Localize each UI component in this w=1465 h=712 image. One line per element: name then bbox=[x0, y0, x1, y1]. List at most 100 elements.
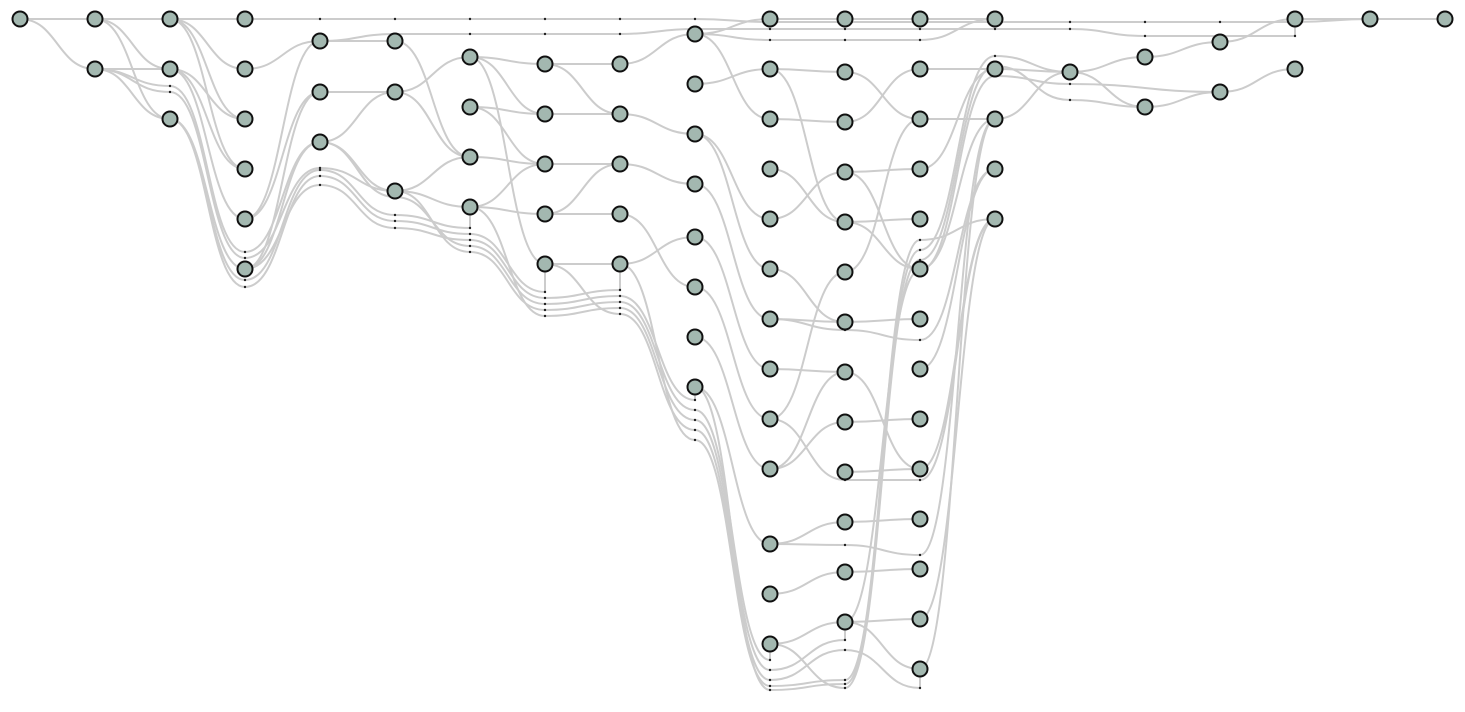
edge-waypoint bbox=[168, 90, 172, 94]
graph-node bbox=[836, 163, 854, 181]
edge-waypoint bbox=[1143, 34, 1147, 38]
graph-edge bbox=[1069, 99, 1146, 108]
edge-waypoint bbox=[993, 54, 997, 58]
graph-edge bbox=[544, 163, 621, 215]
graph-edge bbox=[319, 91, 396, 143]
graph-node bbox=[536, 155, 554, 173]
edge-layer bbox=[19, 18, 1445, 691]
graph-edge bbox=[994, 75, 1071, 85]
graph-edge bbox=[769, 271, 846, 420]
edge-waypoint bbox=[768, 658, 772, 662]
edge-waypoint bbox=[918, 478, 922, 482]
edge-waypoint bbox=[243, 256, 247, 260]
graph-edge bbox=[1069, 28, 1146, 37]
graph-node bbox=[461, 98, 479, 116]
graph-edge bbox=[169, 68, 246, 170]
graph-node bbox=[536, 55, 554, 73]
graph-node bbox=[836, 513, 854, 531]
graph-edge bbox=[619, 263, 696, 441]
graph-edge bbox=[244, 167, 321, 259]
graph-edge bbox=[919, 18, 996, 41]
graph-node bbox=[536, 205, 554, 223]
graph-node bbox=[686, 328, 704, 346]
graph-node bbox=[86, 60, 104, 78]
graph-node bbox=[761, 10, 779, 28]
edge-waypoint bbox=[618, 17, 622, 21]
graph-node bbox=[911, 410, 929, 428]
graph-edge bbox=[319, 184, 396, 229]
edge-waypoint bbox=[993, 27, 997, 31]
edge-waypoint bbox=[543, 302, 547, 306]
edge-waypoint bbox=[468, 250, 472, 254]
graph-edge bbox=[919, 218, 996, 241]
graph-edge bbox=[769, 371, 846, 470]
graph-node bbox=[461, 48, 479, 66]
edge-waypoint bbox=[618, 294, 622, 298]
edge-waypoint bbox=[318, 168, 322, 172]
graph-edge bbox=[769, 679, 846, 687]
edge-waypoint bbox=[543, 314, 547, 318]
edge-waypoint bbox=[768, 678, 772, 682]
edge-waypoint bbox=[468, 226, 472, 230]
edge-waypoint bbox=[618, 306, 622, 310]
edge-waypoint bbox=[318, 183, 322, 187]
graph-edge bbox=[244, 141, 321, 270]
edge-waypoint bbox=[468, 244, 472, 248]
edge-waypoint bbox=[618, 32, 622, 36]
graph-node bbox=[761, 160, 779, 178]
graph-edge bbox=[619, 213, 696, 288]
graph-node bbox=[11, 10, 29, 28]
graph-node bbox=[836, 363, 854, 381]
graph-edge bbox=[244, 91, 321, 220]
graph-edge bbox=[694, 386, 771, 545]
graph-edge bbox=[844, 568, 921, 573]
edge-waypoint bbox=[543, 296, 547, 300]
graph-edge bbox=[919, 75, 996, 271]
graph-node bbox=[911, 610, 929, 628]
graph-edge bbox=[394, 190, 471, 208]
graph-edge bbox=[619, 313, 696, 431]
edge-waypoint bbox=[543, 32, 547, 36]
graph-edge bbox=[844, 544, 921, 556]
graph-node bbox=[1136, 48, 1154, 66]
graph-node bbox=[836, 313, 854, 331]
graph-node bbox=[911, 210, 929, 228]
graph-edge bbox=[1069, 83, 1221, 93]
graph-edge bbox=[94, 18, 171, 70]
graph-edge bbox=[769, 68, 846, 223]
edge-waypoint bbox=[693, 428, 697, 432]
graph-node bbox=[836, 63, 854, 81]
graph-node bbox=[686, 125, 704, 143]
graph-edge bbox=[244, 175, 321, 288]
graph-node bbox=[1436, 10, 1454, 28]
graph-edge bbox=[469, 251, 546, 311]
graph-node bbox=[1211, 83, 1229, 101]
graph-node bbox=[761, 110, 779, 128]
edge-waypoint bbox=[393, 219, 397, 223]
graph-node bbox=[761, 60, 779, 78]
edge-waypoint bbox=[918, 248, 922, 252]
edge-waypoint bbox=[1143, 20, 1147, 24]
graph-node bbox=[1061, 63, 1079, 81]
edge-waypoint bbox=[618, 312, 622, 316]
graph-edge bbox=[769, 368, 846, 373]
graph-edge bbox=[169, 91, 246, 259]
graph-edge bbox=[394, 190, 471, 253]
graph-node bbox=[836, 413, 854, 431]
graph-edge bbox=[769, 621, 846, 645]
node-layer bbox=[11, 10, 1454, 678]
graph-node bbox=[236, 110, 254, 128]
graph-node bbox=[986, 10, 1004, 28]
graph-node bbox=[986, 210, 1004, 228]
graph-edge bbox=[694, 33, 771, 41]
graph-node bbox=[911, 660, 929, 678]
edge-waypoint bbox=[768, 684, 772, 688]
graph-edge bbox=[169, 18, 246, 120]
graph-node bbox=[236, 160, 254, 178]
graph-node bbox=[911, 160, 929, 178]
edge-waypoint bbox=[468, 32, 472, 36]
graph-edge bbox=[319, 141, 396, 192]
edge-waypoint bbox=[168, 84, 172, 88]
graph-edge bbox=[919, 65, 996, 261]
edge-waypoint bbox=[843, 686, 847, 690]
